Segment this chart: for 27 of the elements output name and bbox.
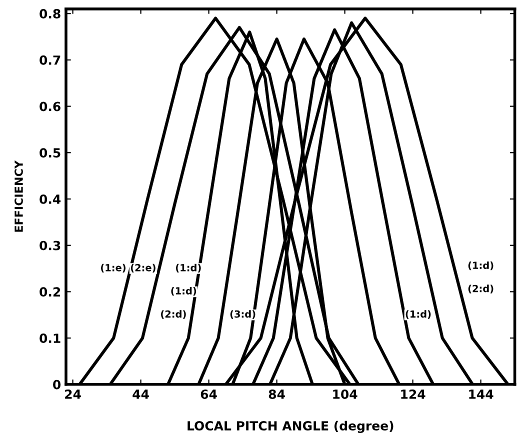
annotation: (1:d) [468,262,494,270]
y-axis-title: EFFICIENCY [14,160,23,232]
y-tick-label: 0.3 [40,240,60,250]
x-tick-label: 84 [268,390,285,399]
y-tick-label: 0.8 [40,9,60,18]
annotation: (2:d) [161,310,186,319]
annotation: (3:d) [230,310,256,319]
y-tick-label: 0.7 [40,55,60,65]
annotation: (1:e) [101,264,126,272]
x-tick-label: 44 [132,390,149,399]
annotation: (2:e) [130,264,156,272]
annotation: (2:d) [468,284,494,294]
y-tick-label: 0.5 [40,148,60,158]
x-tick-label: 124 [401,390,426,399]
annotation: (1:d) [176,264,201,272]
y-tick-label: 0.1 [40,334,60,343]
x-tick-label: 24 [65,390,81,399]
y-tick-label: 0.4 [40,194,61,204]
x-axis-title: LOCAL PITCH ANGLE (degree) [188,420,394,434]
x-tick-label: 144 [469,390,494,399]
x-tick-label: 64 [200,390,217,399]
annotation: (1:d) [171,287,196,296]
y-tick-label: 0.2 [40,287,60,297]
annotation: (1:d) [406,310,431,319]
y-tick-label: 0.6 [40,102,60,112]
x-tick-label: 104 [333,390,358,399]
y-tick-label: 0 [53,380,61,390]
